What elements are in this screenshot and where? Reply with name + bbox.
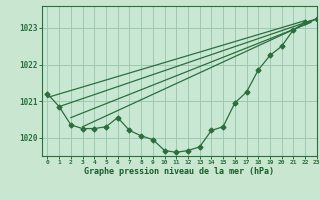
X-axis label: Graphe pression niveau de la mer (hPa): Graphe pression niveau de la mer (hPa) [84,167,274,176]
